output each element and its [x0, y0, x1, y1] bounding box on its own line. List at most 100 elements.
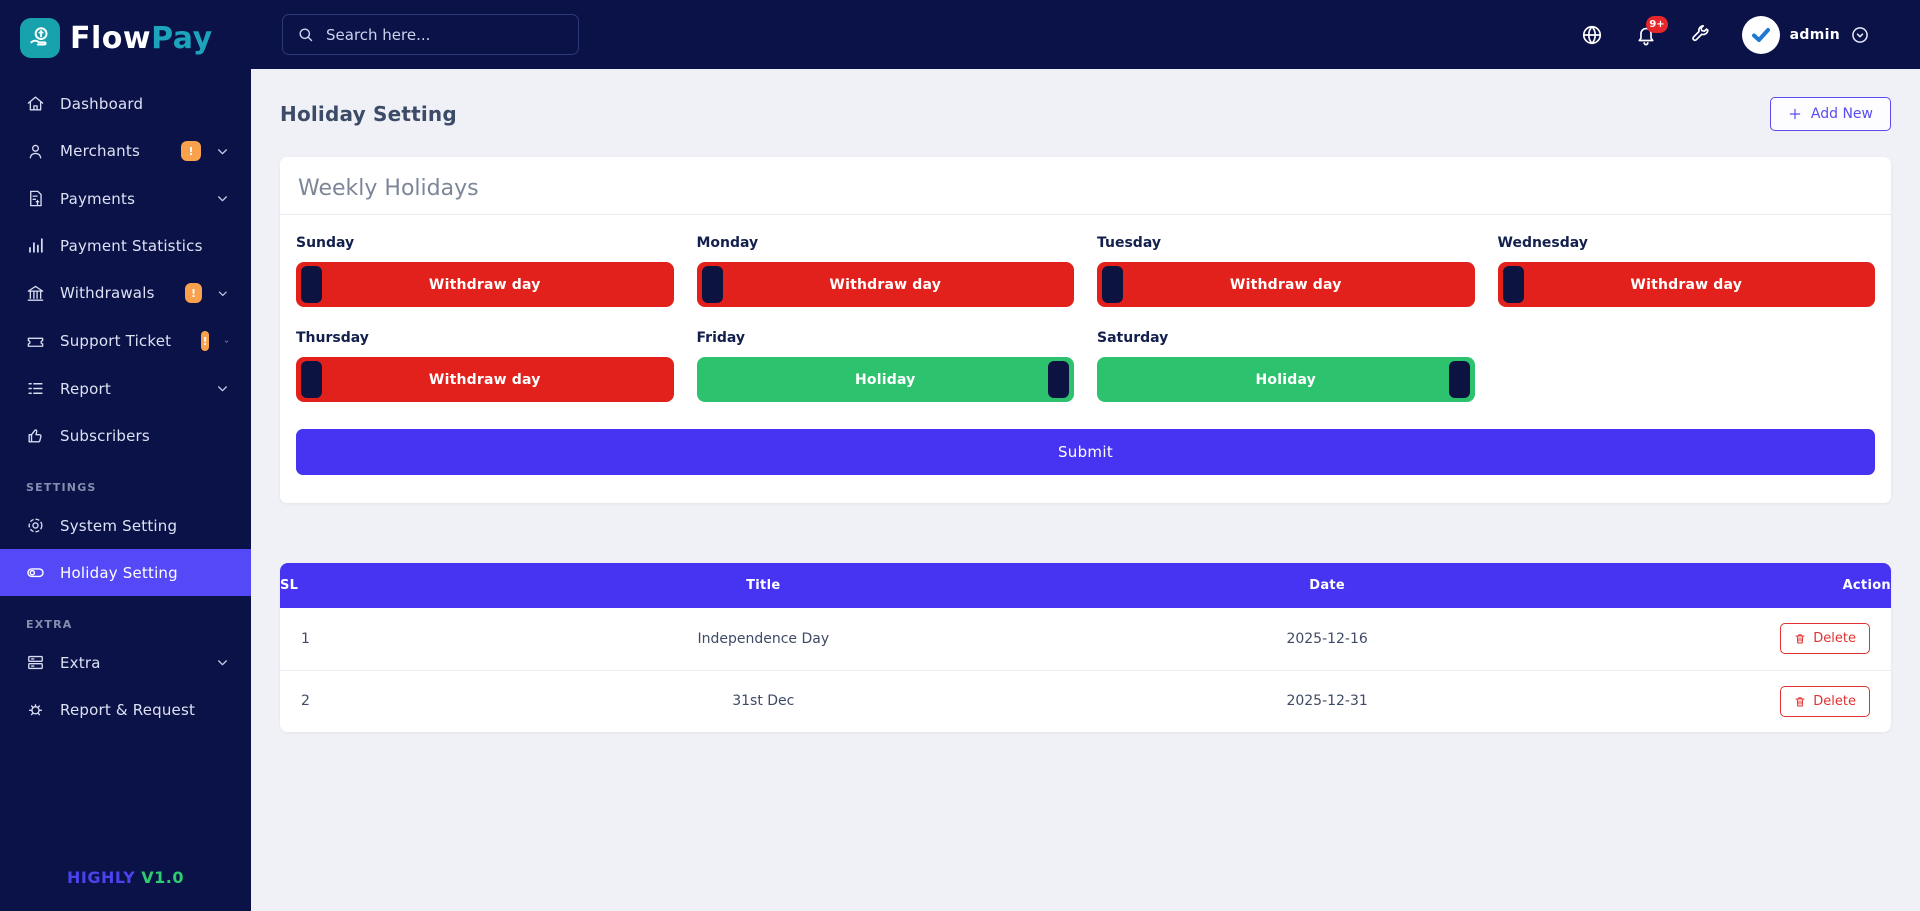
column-header-title: Title	[441, 563, 1086, 608]
chevron-down-icon	[219, 290, 228, 296]
page-header: Holiday Setting Add New	[280, 97, 1891, 131]
delete-label: Delete	[1813, 693, 1856, 709]
sidebar-item-subscribers[interactable]: Subscribers	[0, 412, 251, 459]
sidebar-item-system-setting[interactable]: System Setting	[0, 502, 251, 549]
sidebar-item-label: Holiday Setting	[60, 563, 178, 582]
search-input[interactable]	[326, 25, 564, 44]
day-toggle-tuesday[interactable]: Withdraw day	[1097, 262, 1475, 307]
day-state-label: Withdraw day	[428, 371, 541, 388]
day-cell-wednesday: Wednesday Withdraw day	[1497, 235, 1875, 307]
user-dropdown-icon	[1850, 25, 1870, 45]
ticket-icon	[27, 337, 44, 347]
sidebar-item-report[interactable]: Report	[0, 365, 251, 412]
submit-button[interactable]: Submit	[296, 429, 1875, 475]
toggle-knob	[1048, 361, 1069, 398]
chevron-down-icon	[224, 340, 229, 343]
sidebar-item-label: Payment Statistics	[60, 236, 203, 255]
day-toggle-sunday[interactable]: Withdraw day	[296, 262, 674, 307]
weekly-holidays-card: Weekly Holidays Sunday Withdraw day Mond…	[280, 157, 1891, 503]
divider	[280, 214, 1891, 215]
user-menu[interactable]: admin	[1741, 15, 1870, 54]
sidebar-item-label: Subscribers	[60, 426, 150, 445]
toggle-knob	[701, 266, 723, 303]
sidebar-item-label: Dashboard	[60, 94, 144, 113]
day-label: Tuesday	[1097, 235, 1161, 251]
chevron-down-icon	[218, 148, 227, 154]
sidebar-nav: Dashboard Merchants ! Payments Payment S…	[0, 80, 251, 733]
day-cell-monday: Monday Withdraw day	[696, 235, 1074, 307]
delete-label: Delete	[1813, 631, 1856, 647]
day-label: Friday	[696, 330, 746, 346]
main-area: 9+ admin Holiday Setting	[251, 0, 1920, 911]
sidebar-item-report-request[interactable]: Report & Request	[0, 686, 251, 733]
delete-button[interactable]: Delete	[1780, 685, 1870, 717]
day-toggle-friday[interactable]: Holiday	[696, 357, 1074, 402]
column-header-action: Action	[1568, 563, 1891, 608]
wrench-icon	[1691, 24, 1709, 41]
tools-button[interactable]	[1688, 23, 1712, 47]
sidebar-item-support-ticket[interactable]: Support Ticket !	[0, 317, 251, 365]
chevron-down-icon	[218, 386, 227, 392]
sidebar-item-label: Withdrawals	[60, 284, 155, 302]
flowpay-logo-icon	[20, 18, 60, 58]
sidebar-item-dashboard[interactable]: Dashboard	[0, 80, 251, 127]
day-cell-tuesday: Tuesday Withdraw day	[1097, 235, 1475, 307]
day-cell-thursday: Thursday Withdraw day	[296, 330, 674, 402]
day-toggle-wednesday[interactable]: Withdraw day	[1497, 262, 1875, 307]
notifications-button[interactable]: 9+	[1634, 15, 1668, 47]
topbar-actions: 9+ admin	[1580, 15, 1870, 54]
day-state-label: Withdraw day	[829, 276, 942, 293]
sidebar-item-withdrawals[interactable]: Withdrawals !	[0, 269, 251, 317]
table-row: 1 Independence Day 2025-12-16 Delete	[280, 608, 1891, 671]
cell-action: Delete	[1568, 608, 1891, 671]
plus-icon	[1789, 108, 1801, 120]
add-new-label: Add New	[1810, 106, 1873, 122]
holidays-table: SL Title Date Action 1 Independence Day …	[280, 563, 1891, 732]
trash-icon	[1795, 634, 1805, 644]
toggle-knob	[1502, 266, 1524, 303]
check-avatar-icon	[1751, 27, 1770, 42]
days-grid: Sunday Withdraw day Monday Withdraw day …	[296, 235, 1875, 402]
day-state-label: Holiday	[855, 371, 916, 388]
delete-button[interactable]: Delete	[1780, 623, 1870, 655]
avatar	[1741, 15, 1780, 54]
day-toggle-thursday[interactable]: Withdraw day	[296, 357, 674, 402]
globe-icon	[1582, 25, 1601, 44]
sidebar-item-label: Support Ticket	[60, 332, 172, 350]
sidebar-item-label: Merchants	[60, 142, 140, 160]
page-title: Holiday Setting	[280, 102, 457, 126]
day-toggle-monday[interactable]: Withdraw day	[696, 262, 1074, 307]
toggle-knob	[301, 361, 322, 398]
cell-date: 2025-12-16	[1085, 608, 1569, 671]
sidebar-section-settings: SETTINGS	[26, 481, 97, 494]
cell-sl: 1	[280, 608, 442, 671]
sidebar-item-label: Report & Request	[60, 700, 196, 719]
day-label: Saturday	[1097, 330, 1169, 346]
language-globe-button[interactable]	[1580, 23, 1604, 47]
alert-badge: !	[181, 141, 201, 161]
search-icon	[299, 28, 313, 42]
content: Holiday Setting Add New Weekly Holidays …	[251, 69, 1920, 911]
day-state-label: Withdraw day	[1630, 276, 1743, 293]
sidebar-item-extra[interactable]: Extra	[0, 639, 251, 686]
version-number: V1.0	[141, 868, 184, 887]
home-icon	[27, 96, 44, 111]
day-toggle-saturday[interactable]: Holiday	[1097, 357, 1475, 402]
brand-name: FlowPay	[70, 21, 213, 56]
brand-name-secondary: Pay	[151, 20, 213, 56]
search-box[interactable]	[282, 14, 579, 55]
sidebar-item-merchants[interactable]: Merchants !	[0, 127, 251, 175]
toggle-icon	[27, 568, 44, 578]
day-cell-sunday: Sunday Withdraw day	[296, 235, 674, 307]
brand-logo[interactable]: FlowPay	[0, 0, 251, 74]
sidebar-item-label: Report	[60, 379, 111, 398]
add-new-button[interactable]: Add New	[1769, 97, 1891, 131]
sidebar-item-holiday-setting[interactable]: Holiday Setting	[0, 549, 251, 596]
day-label: Monday	[696, 235, 759, 251]
brand-name-primary: Flow	[70, 20, 152, 56]
bug-icon	[28, 704, 43, 716]
sidebar-item-payments[interactable]: Payments	[0, 175, 251, 222]
notification-count-badge: 9+	[1646, 15, 1668, 33]
sidebar-item-payment-statistics[interactable]: Payment Statistics	[0, 222, 251, 269]
